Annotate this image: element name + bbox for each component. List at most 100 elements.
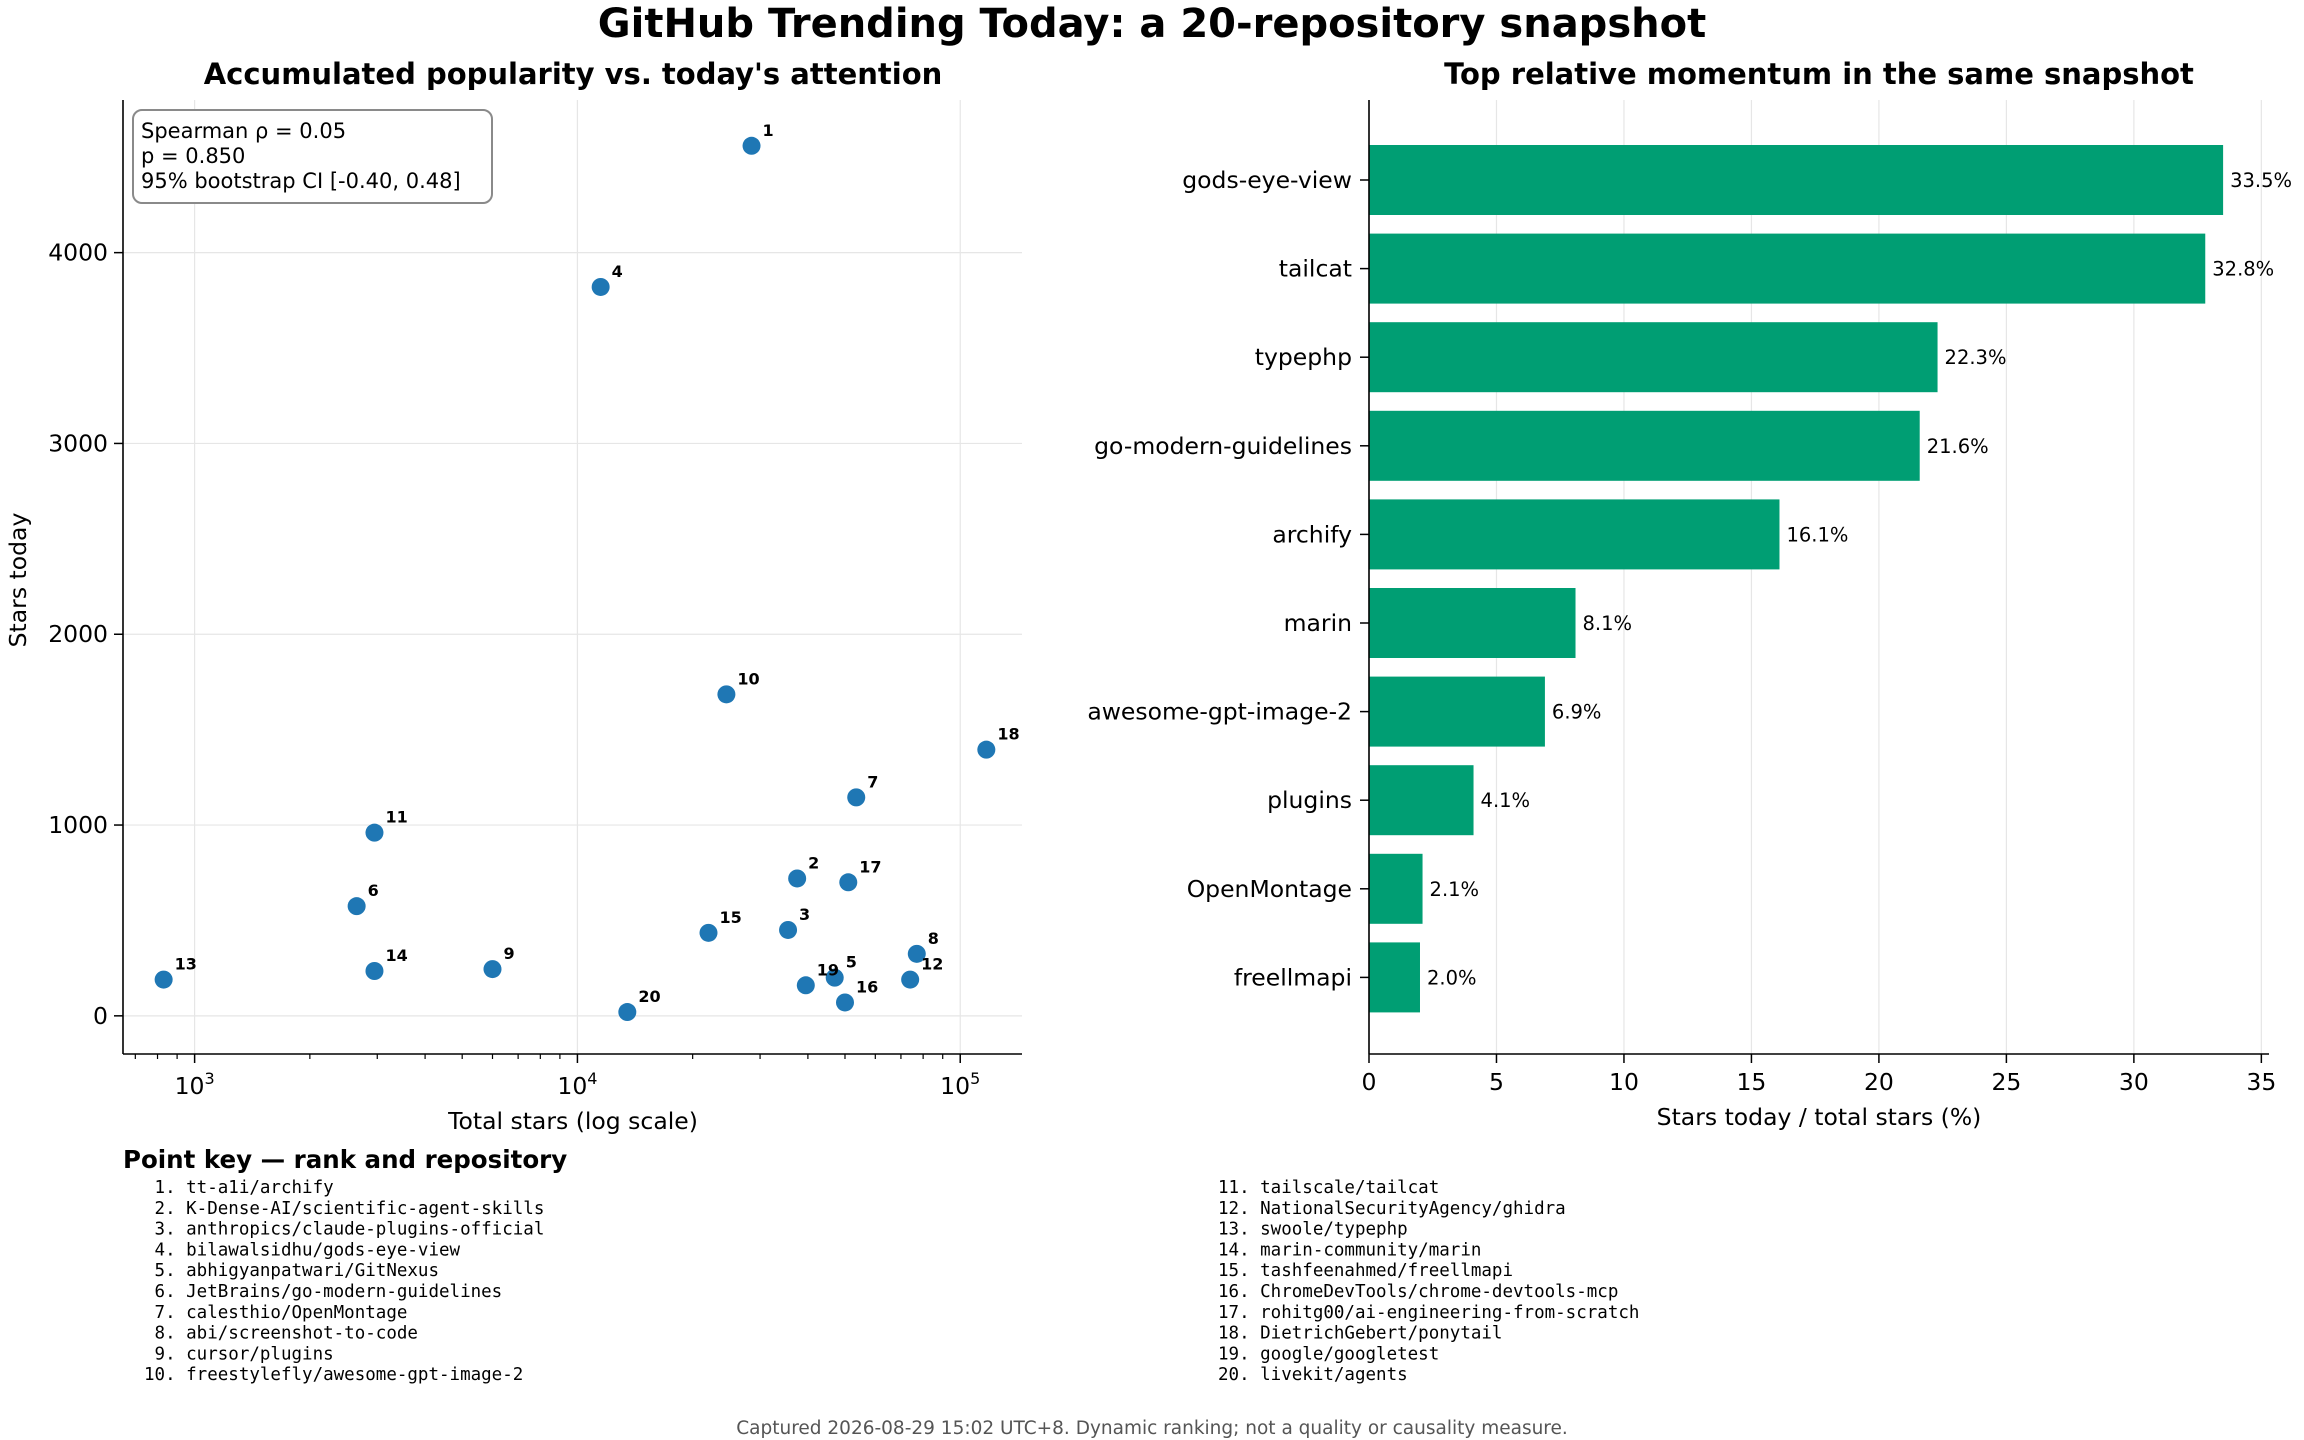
scatter-point-20 <box>618 1003 637 1022</box>
scatter-point-1 <box>742 136 761 155</box>
bar-value-label: 16.1% <box>1786 523 1848 546</box>
bar-marin <box>1369 588 1576 658</box>
scatter-point-5 <box>825 968 844 987</box>
bar-x-tick-label: 15 <box>1736 1068 1766 1096</box>
bar-x-tick-label: 5 <box>1489 1068 1504 1096</box>
bar-category-label: marin <box>1284 609 1352 637</box>
stats-spearman: Spearman ρ = 0.05 <box>141 119 346 143</box>
scatter-point-label: 7 <box>867 772 878 791</box>
bar-category-label: gods-eye-view <box>1182 166 1352 194</box>
point-key-item: 10. freestylefly/awesome-gpt-image-2 <box>144 1365 523 1385</box>
bar-ticks: 0 5 10 15 20 25 30 35 gods-eye-view tailcat typeph… <box>1087 166 2276 1096</box>
bar-value-label: 22.3% <box>1945 346 2007 369</box>
point-key-item: 8. abi/screenshot-to-code <box>144 1324 418 1344</box>
point-key-item: 2. K-Dense-AI/scientific-agent-skills <box>144 1199 544 1219</box>
scatter-point-label: 3 <box>799 905 810 924</box>
scatter-point-10 <box>717 685 736 704</box>
stats-box-frame <box>132 109 493 204</box>
bar-value-label: 2.0% <box>1427 966 1477 989</box>
scatter-point-9 <box>483 960 502 979</box>
point-key-item: 18. DietrichGebert/ponytail <box>1218 1324 1502 1344</box>
point-key-item: 6. JetBrains/go-modern-guidelines <box>144 1282 502 1302</box>
scatter-point-label: 11 <box>385 808 407 827</box>
scatter-point-11 <box>365 823 384 842</box>
scatter-point-15 <box>699 923 718 942</box>
point-key-item: 5. abhigyanpatwari/GitNexus <box>144 1261 439 1281</box>
bar-gods-eye-view <box>1369 145 2224 215</box>
bar-category-label: archify <box>1272 520 1352 548</box>
bar-category-label: tailcat <box>1279 255 1352 283</box>
bar-value-label: 8.1% <box>1583 612 1633 635</box>
bar-panel: Top relative momentum in the same snapsh… <box>1087 57 2292 1131</box>
point-key-item: 9. cursor/plugins <box>144 1344 334 1364</box>
scatter-point-label: 5 <box>846 953 857 972</box>
bar-typephp <box>1369 322 1938 393</box>
figure-title: GitHub Trending Today: a 20-repository s… <box>598 1 1706 47</box>
scatter-point-6 <box>347 897 366 916</box>
bar-value-label: 32.8% <box>2212 258 2274 281</box>
scatter-x-tick-label: 104 <box>557 1069 597 1100</box>
scatter-point-label: 16 <box>856 977 878 996</box>
scatter-point-label: 15 <box>720 908 742 927</box>
scatter-y-tick-label: 0 <box>93 1002 108 1030</box>
bar-x-label: Stars today / total stars (%) <box>1657 1103 1982 1131</box>
scatter-point-label: 4 <box>612 262 623 281</box>
scatter-point-13 <box>154 970 173 989</box>
scatter-y-tick-label: 2000 <box>48 620 108 648</box>
point-key-title: Point key — rank and repository <box>123 1145 567 1174</box>
scatter-point-4 <box>591 277 610 296</box>
point-key-item: 15. tashfeenahmed/freellmapi <box>1218 1261 1513 1281</box>
point-key-item: 7. calesthio/OpenMontage <box>144 1303 407 1323</box>
bar-plugins <box>1369 765 1474 836</box>
tick-exponent: 4 <box>587 1069 597 1088</box>
bar-category-label: OpenMontage <box>1187 875 1352 903</box>
bar-awesome-gpt-image-2 <box>1369 676 1545 747</box>
point-key-item: 1. tt-a1i/archify <box>144 1178 334 1198</box>
scatter-point-18 <box>977 740 996 759</box>
scatter-point-label: 12 <box>921 955 943 974</box>
point-key-items: 1. tt-a1i/archify 2. K-Dense-AI/scientif… <box>144 1178 1639 1385</box>
scatter-point-label: 20 <box>638 987 660 1006</box>
bar-value-label: 6.9% <box>1552 701 1602 724</box>
tick-base: 10 <box>940 1072 970 1100</box>
bar-category-label: freellmapi <box>1234 963 1352 991</box>
scatter-y-tick-label: 3000 <box>48 429 108 457</box>
scatter-x-label: Total stars (log scale) <box>447 1107 698 1135</box>
scatter-point-14 <box>365 962 384 981</box>
bar-archify <box>1369 499 1780 570</box>
scatter-point-label: 19 <box>817 960 839 979</box>
point-key-item: 19. google/googletest <box>1218 1344 1439 1364</box>
scatter-point-7 <box>847 788 866 807</box>
bar-value-label: 21.6% <box>1927 435 1989 458</box>
bar-category-label: go-modern-guidelines <box>1094 432 1352 460</box>
stats-p-value: p = 0.850 <box>141 144 245 168</box>
point-key-item: 14. marin-community/marin <box>1218 1240 1481 1260</box>
bar-bars: 33.5% 32.8% 22.3% 21.6% 16.1% 8.1% 6.9% 4.1% 2.1… <box>1369 145 2292 1013</box>
scatter-panel: Accumulated popularity vs. today's atten… <box>4 57 1022 1135</box>
bar-go-modern-guidelines <box>1369 410 1920 481</box>
scatter-y-tick-label: 1000 <box>48 811 108 839</box>
scatter-point-12 <box>901 970 920 989</box>
scatter-point-label: 13 <box>175 955 197 974</box>
bar-OpenMontage <box>1369 853 1423 924</box>
scatter-point-19 <box>796 976 815 995</box>
point-key-item: 4. bilawalsidhu/gods-eye-view <box>144 1240 461 1260</box>
point-key: Point key — rank and repository 1. tt-a1… <box>123 1145 1639 1385</box>
scatter-point-label: 6 <box>368 881 379 900</box>
point-key-item: 16. ChromeDevTools/chrome-devtools-mcp <box>1218 1282 1618 1302</box>
scatter-point-2 <box>788 869 807 888</box>
bar-tailcat <box>1369 233 2206 304</box>
tick-exponent: 5 <box>970 1069 980 1088</box>
scatter-x-tick-label: 105 <box>940 1069 980 1100</box>
bar-category-label: awesome-gpt-image-2 <box>1087 698 1352 726</box>
scatter-title: Accumulated popularity vs. today's atten… <box>204 57 943 91</box>
bar-x-tick-label: 25 <box>1991 1068 2021 1096</box>
bar-x-tick-label: 35 <box>2246 1068 2276 1096</box>
bar-category-label: typephp <box>1255 343 1352 371</box>
scatter-point-8 <box>907 944 926 963</box>
tick-base: 10 <box>175 1072 205 1100</box>
bar-x-tick-label: 10 <box>1609 1068 1639 1096</box>
